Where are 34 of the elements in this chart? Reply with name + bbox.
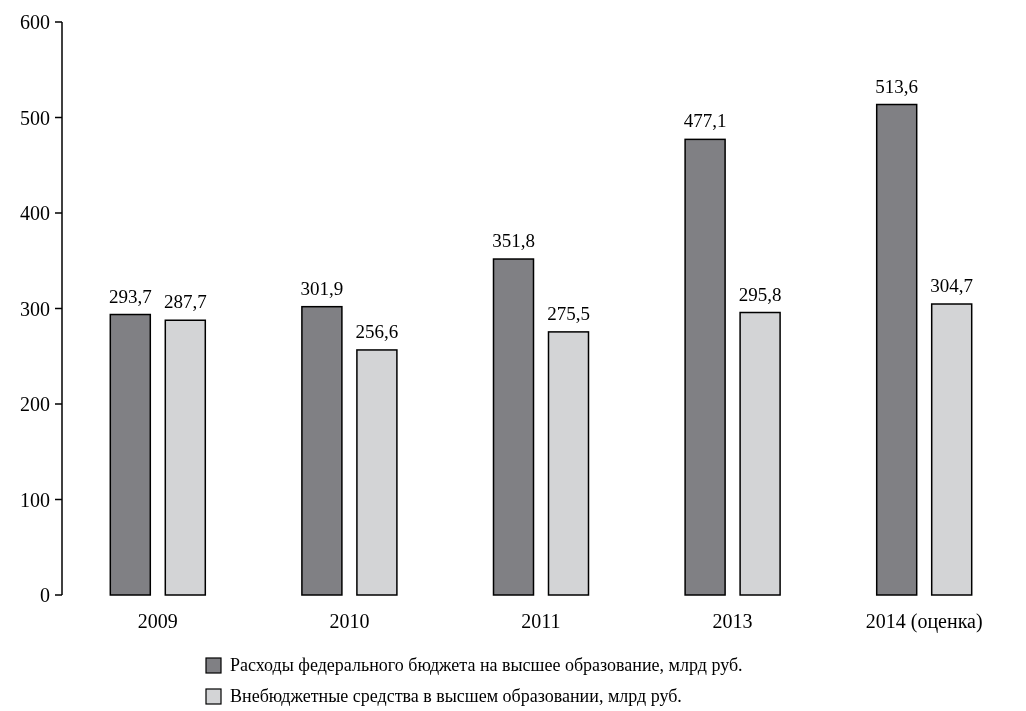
y-tick-label: 600 <box>20 11 50 33</box>
y-tick-label: 500 <box>20 106 50 129</box>
data-label: 256,6 <box>355 320 399 342</box>
x-tick-label: 2011 <box>521 610 561 632</box>
data-label: 477,1 <box>683 110 727 132</box>
y-tick-label: 0 <box>40 584 50 606</box>
bar <box>547 331 590 596</box>
bar <box>492 258 535 596</box>
bar <box>930 303 973 596</box>
bar <box>875 103 918 596</box>
bar <box>739 311 781 596</box>
bar <box>301 305 343 596</box>
x-tick-label: 2009 <box>137 610 178 632</box>
bar <box>356 349 398 596</box>
data-label: 293,7 <box>108 285 152 307</box>
y-tick-label: 200 <box>20 393 50 415</box>
x-tick-label: 2010 <box>329 610 370 632</box>
x-tick-label: 2014 (оценка) <box>865 610 983 633</box>
y-tick-label: 400 <box>20 202 50 224</box>
bar <box>164 319 207 596</box>
data-label: 351,8 <box>492 230 535 252</box>
y-tick-label: 100 <box>20 488 50 511</box>
data-label: 301,9 <box>300 277 344 299</box>
data-label: 275,5 <box>547 302 590 324</box>
data-label: 295,8 <box>738 283 782 305</box>
data-label: 304,7 <box>930 275 974 297</box>
x-tick-label: 2013 <box>712 610 753 632</box>
data-label: 513,6 <box>875 75 919 97</box>
bar <box>109 313 152 596</box>
bar <box>684 138 726 596</box>
data-label: 287,7 <box>163 291 207 313</box>
legend-label: Расходы федерального бюджета на высшее образование, млрд руб. <box>230 655 743 675</box>
legend-label: Внебюджетные средства в высшем образовании, млрд руб. <box>230 686 682 706</box>
y-tick-label: 300 <box>20 297 50 320</box>
